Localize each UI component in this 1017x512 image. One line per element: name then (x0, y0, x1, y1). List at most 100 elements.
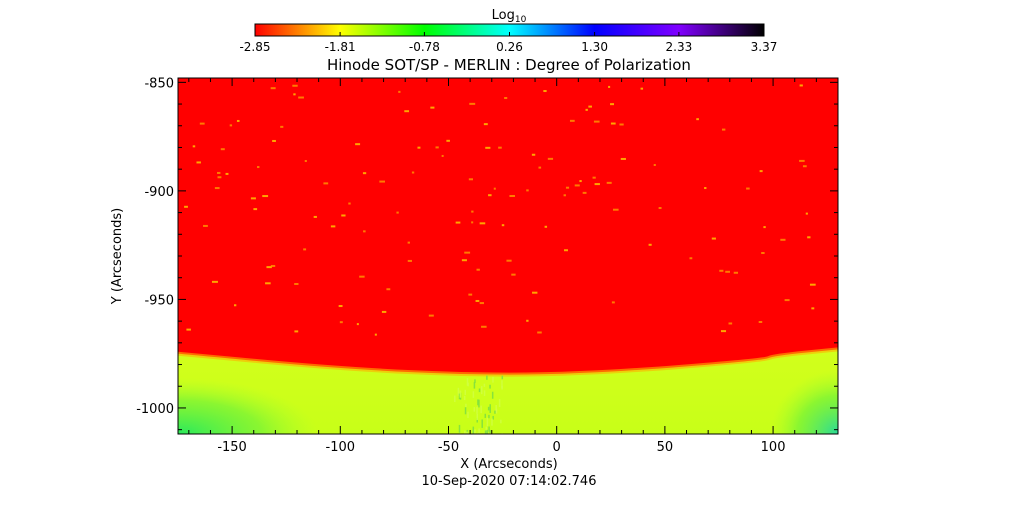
polarization-feature (725, 270, 730, 273)
noise-streak (476, 417, 478, 423)
chart-title: Hinode SOT/SP - MERLIN : Degree of Polar… (327, 56, 691, 74)
polarization-feature (488, 194, 492, 197)
colorbar-tick-label: -2.85 (239, 40, 270, 54)
polarization-feature (799, 159, 805, 162)
polarization-feature (253, 208, 258, 211)
polarization-feature (612, 208, 619, 211)
noise-streak (472, 391, 475, 398)
polarization-feature (593, 120, 600, 123)
polarization-feature (574, 184, 580, 187)
polarization-feature (582, 191, 587, 194)
noise-streak (473, 407, 476, 412)
noise-streak (474, 429, 476, 434)
noise-streak (458, 424, 461, 433)
noise-streak (483, 383, 486, 387)
polarization-feature (608, 85, 611, 88)
polarization-feature (802, 165, 807, 168)
timestamp: 10-Sep-2020 07:14:02.746 (422, 474, 597, 489)
y-tick-label: -850 (144, 76, 174, 91)
polarization-feature (461, 259, 467, 262)
polarization-feature (504, 97, 508, 100)
polarization-feature (362, 172, 367, 175)
polarization-feature (532, 291, 538, 294)
polarization-feature (469, 102, 476, 105)
polarization-feature (476, 268, 480, 271)
polarization-feature (526, 319, 529, 322)
limb-edge (178, 347, 838, 377)
noise-streak (501, 375, 504, 380)
noise-streak (500, 419, 502, 424)
noise-streak (491, 391, 494, 399)
noise-streak (457, 387, 460, 396)
polarization-feature (547, 157, 554, 160)
polarization-feature (265, 282, 271, 285)
polarization-feature (620, 157, 626, 160)
polarization-feature (805, 212, 808, 215)
polarization-feature (292, 84, 298, 87)
polarization-feature (653, 163, 656, 166)
polarization-feature (501, 224, 505, 227)
polarization-feature (323, 182, 329, 185)
polarization-feature (407, 241, 410, 244)
polarization-feature (294, 330, 299, 333)
polarization-feature (417, 146, 421, 149)
polarization-feature (428, 314, 434, 317)
noise-streak (478, 399, 480, 408)
polarization-feature (592, 176, 596, 179)
noise-streak (458, 393, 461, 400)
noise-streak (489, 404, 491, 413)
colorbar-tick-label: 2.33 (666, 40, 693, 54)
polarization-feature (184, 205, 188, 208)
polarization-feature (807, 236, 811, 239)
noise-streak (486, 375, 488, 380)
polarization-feature (339, 321, 343, 324)
polarization-feature (359, 275, 365, 278)
x-tick-label: -100 (326, 440, 356, 455)
polarization-feature (780, 238, 786, 241)
noise-streak (466, 378, 469, 386)
polarization-feature (610, 122, 616, 125)
colorbar-tick-label: 3.37 (751, 40, 778, 54)
polarization-feature (481, 325, 487, 328)
polarization-feature (396, 211, 399, 214)
noise-streak (489, 384, 491, 389)
polarization-feature (809, 283, 816, 286)
noise-streak (484, 430, 487, 434)
colorbar: Log10 -2.85 -1.81 -0.78 0.26 1.30 2.33 3.37 (239, 8, 777, 54)
noise-streak (486, 429, 489, 434)
polarization-feature (640, 87, 644, 90)
noise-streak (459, 390, 462, 398)
polarization-feature (493, 187, 496, 190)
polarization-feature (606, 181, 612, 184)
noise-streak (465, 403, 467, 408)
noise-streak (473, 382, 476, 389)
polarization-feature (464, 251, 471, 254)
polarization-feature (721, 330, 727, 333)
noise-streak (494, 410, 496, 414)
noise-streak (486, 417, 489, 427)
polarization-feature (746, 187, 750, 190)
polarization-feature (374, 333, 377, 336)
polarization-feature (585, 108, 588, 111)
polarization-feature (509, 195, 515, 198)
polarization-feature (696, 118, 699, 121)
polarization-feature (338, 305, 343, 308)
polarization-feature (563, 194, 566, 197)
noise-streak (481, 386, 483, 395)
polarization-feature (270, 87, 276, 90)
polarization-feature (341, 214, 346, 217)
polarization-feature (272, 139, 276, 142)
polarization-feature (411, 171, 415, 174)
polarization-feature (689, 257, 693, 260)
noise-streak (501, 380, 503, 389)
noise-streak (492, 415, 494, 420)
colorbar-ticks: -2.85 -1.81 -0.78 0.26 1.30 2.33 3.37 (239, 32, 777, 54)
polarization-feature (192, 145, 196, 148)
polarization-feature (471, 210, 474, 213)
polarization-feature (220, 148, 225, 151)
noise-streak (488, 414, 490, 419)
polarization-feature (721, 128, 726, 131)
polarization-feature (498, 146, 502, 149)
polarization-feature (728, 322, 733, 325)
polarization-feature (579, 180, 582, 183)
